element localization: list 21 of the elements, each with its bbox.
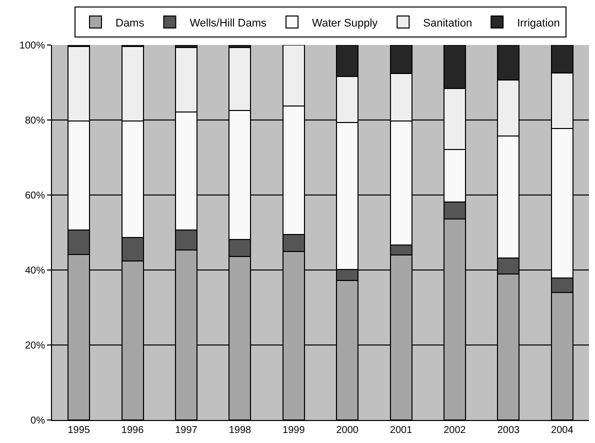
x-tick-label: 1996 — [121, 425, 144, 436]
legend-label: Irrigation — [517, 17, 560, 30]
legend-label: Water Supply — [312, 17, 378, 30]
y-tick-label: 80% — [24, 116, 46, 126]
legend-label: Sanitation — [423, 17, 472, 30]
x-tick-label: 2002 — [444, 425, 466, 436]
x-tick-label: 1997 — [175, 425, 198, 436]
x-tick-label: 1999 — [282, 425, 306, 436]
x-tick-label: 2003 — [497, 425, 520, 436]
y-tick-label: 0% — [30, 416, 46, 426]
x-tick-label: 2001 — [390, 425, 413, 436]
x-tick-label: 1995 — [68, 425, 90, 436]
x-tick-label: 1998 — [228, 425, 252, 436]
y-tick-label: 60% — [24, 190, 46, 202]
y-tick-label: 20% — [24, 340, 46, 352]
legend-label: Wells/Hill Dams — [190, 17, 268, 30]
y-tick-label: 100% — [19, 40, 46, 52]
x-tick-label: 2000 — [336, 425, 359, 436]
y-tick-label: 40% — [24, 266, 46, 276]
legend-label: Dams — [116, 17, 145, 30]
x-tick-label: 2004 — [551, 425, 574, 436]
